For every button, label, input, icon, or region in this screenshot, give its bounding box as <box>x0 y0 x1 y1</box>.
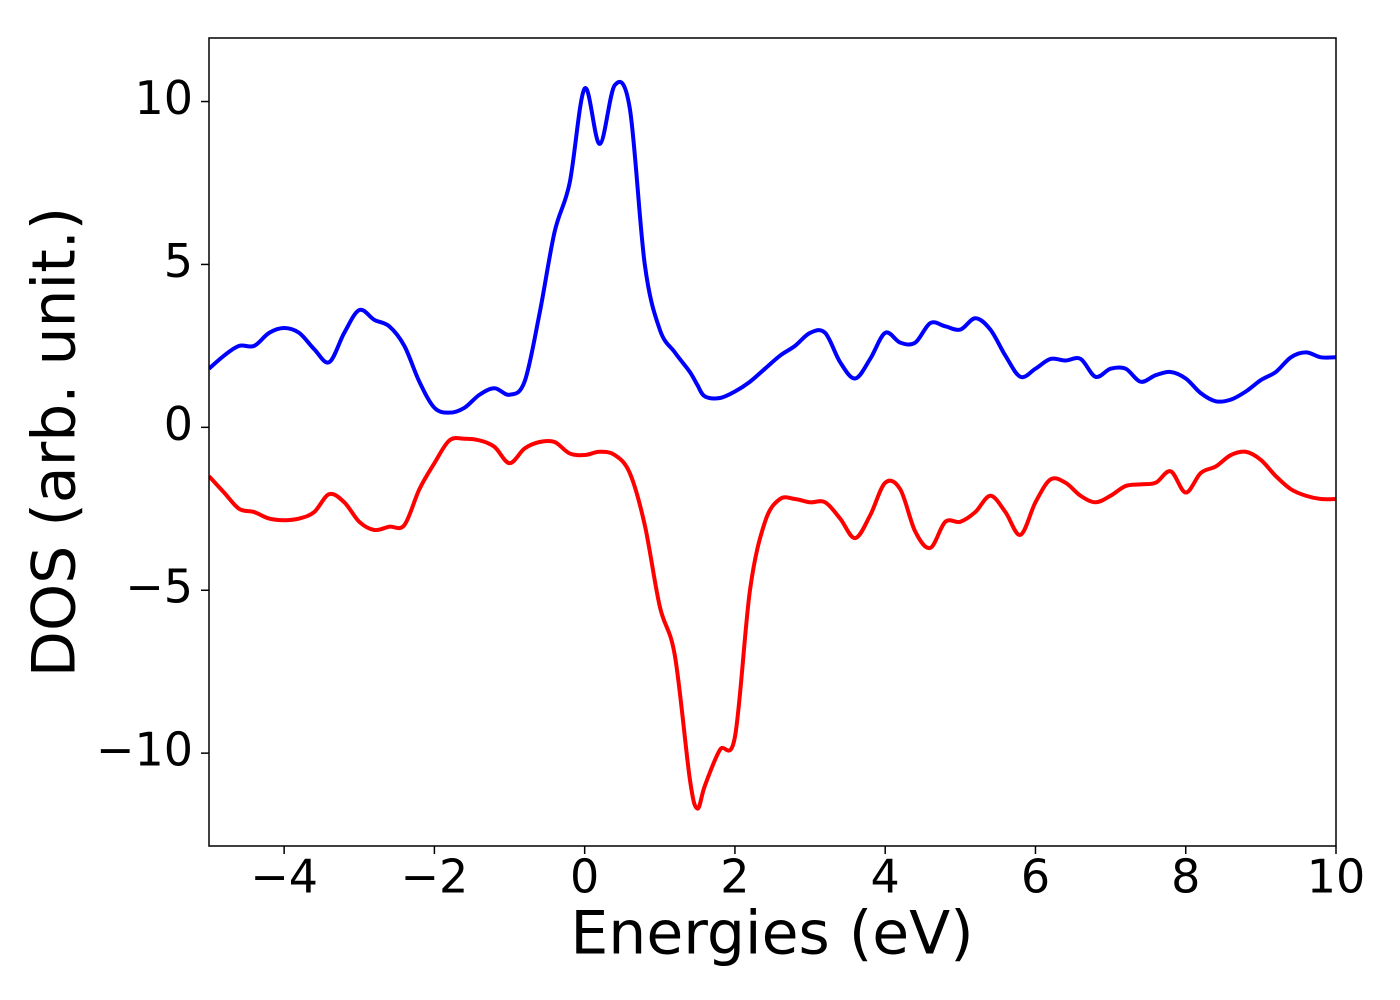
y-tick-label: −5 <box>125 560 193 614</box>
x-axis-label: Energies (eV) <box>570 899 973 969</box>
x-tick-label: 2 <box>720 850 749 904</box>
x-tick-label: 0 <box>570 850 599 904</box>
x-tick-label: 6 <box>1021 850 1050 904</box>
plot-frame <box>208 37 1337 847</box>
data-line <box>209 79 1336 415</box>
x-tick-label: 8 <box>1171 850 1200 904</box>
y-tick-label: 10 <box>134 71 193 125</box>
x-tick-label: −2 <box>400 850 468 904</box>
y-axis-label: DOS (arb. unit.) <box>20 207 90 677</box>
x-tick-label: 4 <box>871 850 900 904</box>
y-tick-label: −10 <box>96 723 193 777</box>
x-tick-label: −4 <box>250 850 318 904</box>
x-tick-label: 10 <box>1307 850 1366 904</box>
data-line <box>209 436 1336 811</box>
y-tick-label: 5 <box>164 234 193 288</box>
y-tick-label: 0 <box>164 397 193 451</box>
